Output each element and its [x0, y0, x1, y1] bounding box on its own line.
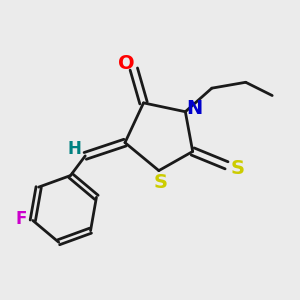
Text: H: H [68, 140, 82, 158]
Text: S: S [153, 173, 167, 192]
Text: F: F [16, 210, 27, 228]
Text: N: N [187, 99, 203, 118]
Text: O: O [118, 54, 135, 73]
Text: S: S [231, 159, 245, 178]
